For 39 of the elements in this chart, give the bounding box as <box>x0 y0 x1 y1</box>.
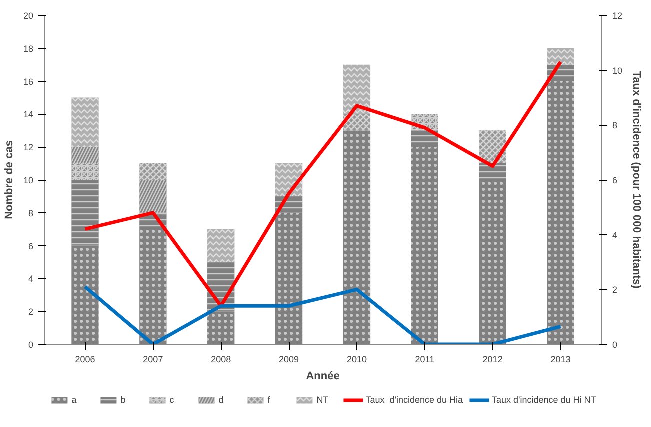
legend-label: Taux d'incidence du Hia <box>366 395 463 405</box>
y-tick-label: 4 <box>28 274 34 284</box>
x-tick-label: 2008 <box>211 354 232 364</box>
y-tick-label: 0 <box>28 340 34 350</box>
x-axis-title: Année <box>306 370 340 382</box>
y-tick-label: 10 <box>23 176 34 186</box>
y2-tick-label: 2 <box>612 285 618 296</box>
legend-label: f <box>268 395 272 405</box>
line-series <box>84 285 562 344</box>
y-tick-label: 16 <box>23 76 34 87</box>
x-tick-label: 2012 <box>482 354 503 364</box>
x-tick-label: 2010 <box>346 354 367 364</box>
y-tick-label: 12 <box>23 142 34 153</box>
legend-label: b <box>120 395 127 405</box>
y2-tick-label: 8 <box>612 120 618 131</box>
x-tick-label: 2006 <box>75 354 96 364</box>
y2-tick-label: 4 <box>612 230 618 240</box>
y2-tick-label: 10 <box>612 66 623 76</box>
x-tick-label: 2009 <box>279 354 300 364</box>
y2-tick-label: 12 <box>612 11 623 21</box>
y-tick-label: 8 <box>28 208 34 218</box>
legend-label: c <box>170 395 176 405</box>
y-tick-label: 18 <box>23 44 34 54</box>
y-tick-label: 14 <box>23 110 34 120</box>
legend-label: Taux d'incidence du Hi NT <box>492 395 596 405</box>
x-tick-label: 2011 <box>415 354 435 364</box>
y2-axis-title: Taux d'incidence (pour 100 000 habitants) <box>630 71 643 290</box>
legend-label: d <box>218 395 225 405</box>
line-series <box>84 60 562 308</box>
y-tick-label: 20 <box>23 11 34 21</box>
y-tick-label: 2 <box>28 307 34 318</box>
y2-tick-label: 0 <box>612 340 618 350</box>
x-tick-label: 2007 <box>143 354 164 364</box>
y-tick-label: 6 <box>28 241 34 252</box>
legend-label: NT <box>316 395 330 405</box>
x-tick-label: 2013 <box>550 354 571 364</box>
y2-tick-label: 6 <box>612 176 618 186</box>
legend-label: a <box>72 395 78 405</box>
y-axis-title: Nombre de cas <box>3 140 16 220</box>
